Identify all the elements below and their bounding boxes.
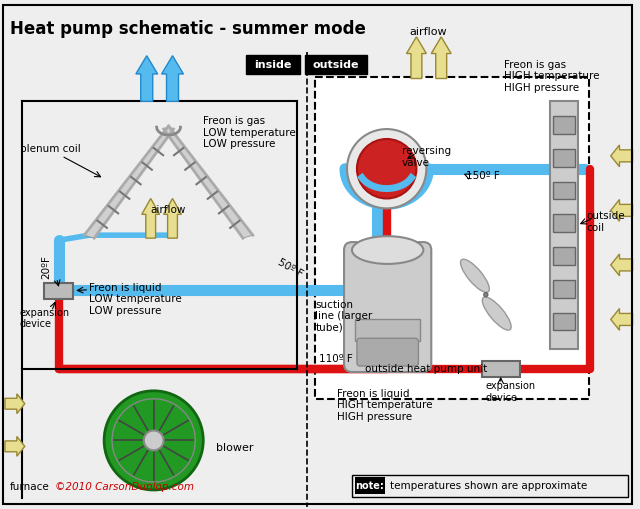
Text: suction
line (larger
tube): suction line (larger tube) xyxy=(316,300,372,333)
Text: airflow: airflow xyxy=(410,27,447,37)
FancyBboxPatch shape xyxy=(305,55,367,74)
FancyBboxPatch shape xyxy=(246,55,300,74)
Circle shape xyxy=(357,139,417,199)
Polygon shape xyxy=(142,199,159,238)
Bar xyxy=(44,283,74,299)
Text: 150º F: 150º F xyxy=(466,171,500,181)
Bar xyxy=(355,477,385,494)
Bar xyxy=(553,313,575,330)
Ellipse shape xyxy=(461,259,490,292)
FancyBboxPatch shape xyxy=(344,242,431,372)
Polygon shape xyxy=(611,254,632,276)
Text: note:: note: xyxy=(355,481,384,491)
Text: blower: blower xyxy=(216,443,253,454)
Bar xyxy=(482,361,520,377)
Text: temperatures shown are approximate: temperatures shown are approximate xyxy=(390,481,587,491)
Circle shape xyxy=(484,293,488,297)
Polygon shape xyxy=(162,55,184,101)
Bar xyxy=(550,101,578,349)
Polygon shape xyxy=(136,55,157,101)
Bar xyxy=(553,149,575,167)
Bar xyxy=(355,320,420,341)
Circle shape xyxy=(347,129,426,208)
Text: reversing
valve: reversing valve xyxy=(401,146,451,167)
Text: outside: outside xyxy=(313,60,359,70)
Bar xyxy=(553,214,575,232)
Polygon shape xyxy=(5,436,25,456)
Ellipse shape xyxy=(352,236,423,264)
Text: 20ºF: 20ºF xyxy=(42,255,52,279)
Text: outside heat pump unit: outside heat pump unit xyxy=(365,364,488,374)
Text: Freon is liquid
LOW temperature
LOW pressure: Freon is liquid LOW temperature LOW pres… xyxy=(89,283,182,316)
Polygon shape xyxy=(406,37,426,78)
Polygon shape xyxy=(84,126,173,238)
Text: Freon is liquid
HIGH temperature
HIGH pressure: Freon is liquid HIGH temperature HIGH pr… xyxy=(337,389,433,422)
Bar xyxy=(316,76,589,399)
FancyBboxPatch shape xyxy=(357,338,419,366)
Bar xyxy=(553,247,575,265)
Text: Heat pump schematic - summer mode: Heat pump schematic - summer mode xyxy=(10,20,366,38)
Polygon shape xyxy=(164,199,181,238)
Text: outside
coil: outside coil xyxy=(586,211,625,233)
Text: expansion
device: expansion device xyxy=(20,307,70,329)
Bar xyxy=(553,116,575,134)
Text: plenum coil: plenum coil xyxy=(20,144,81,154)
Text: expansion
device: expansion device xyxy=(486,381,536,403)
Polygon shape xyxy=(611,308,632,330)
Text: inside: inside xyxy=(254,60,291,70)
Text: 110º F: 110º F xyxy=(319,354,353,364)
Text: Freon is gas
LOW temperature
LOW pressure: Freon is gas LOW temperature LOW pressur… xyxy=(204,116,296,149)
Text: 50º F: 50º F xyxy=(276,257,305,279)
Text: airflow: airflow xyxy=(151,205,186,215)
Ellipse shape xyxy=(483,297,511,330)
Text: furnace: furnace xyxy=(10,482,50,492)
Polygon shape xyxy=(431,37,451,78)
Text: ©2010 CarsonDunlop.com: ©2010 CarsonDunlop.com xyxy=(54,482,193,492)
Circle shape xyxy=(104,391,204,490)
Polygon shape xyxy=(611,145,632,167)
Bar xyxy=(352,475,628,497)
Bar xyxy=(553,280,575,298)
Circle shape xyxy=(144,431,164,450)
Polygon shape xyxy=(611,200,632,221)
Bar xyxy=(553,182,575,200)
Polygon shape xyxy=(5,394,25,414)
Polygon shape xyxy=(164,126,253,238)
Text: Freon is gas
HIGH temperature
HIGH pressure: Freon is gas HIGH temperature HIGH press… xyxy=(504,60,599,93)
